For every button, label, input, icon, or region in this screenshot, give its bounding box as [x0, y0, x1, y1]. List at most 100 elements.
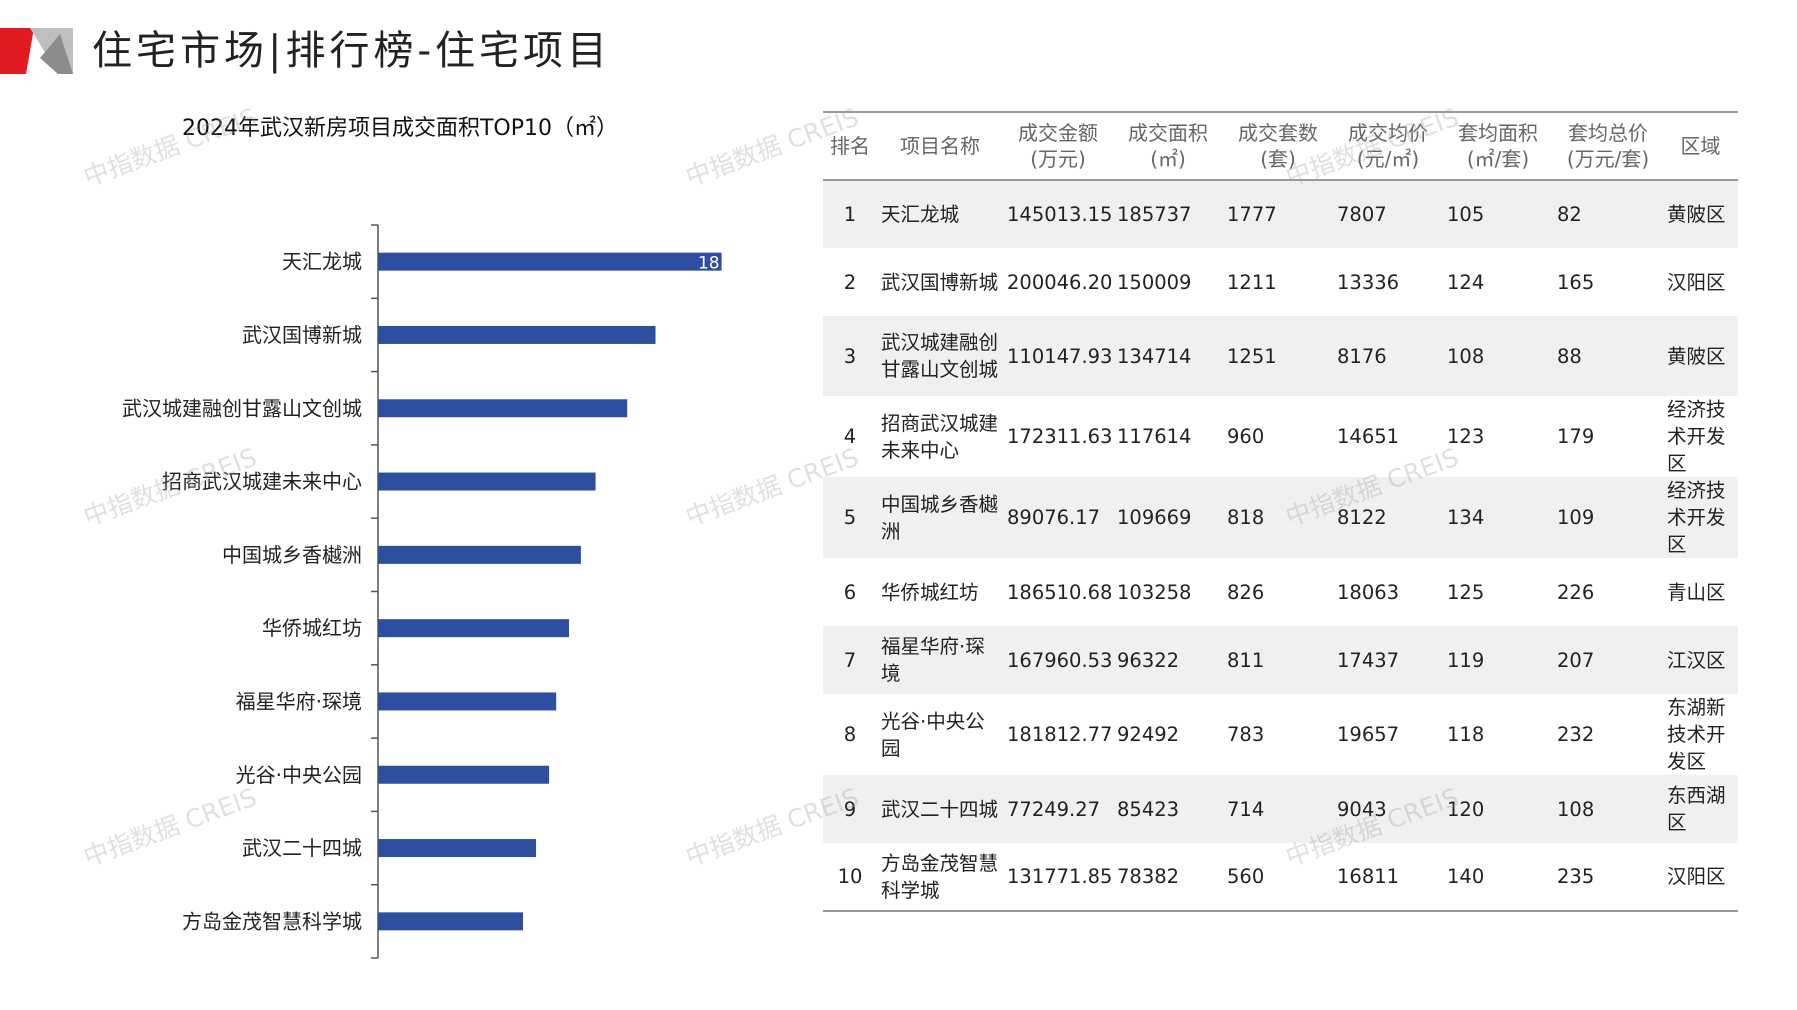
cell-units: 1777	[1223, 180, 1333, 248]
cell-avg-total: 108	[1553, 775, 1663, 843]
column-header-label: 成交套数	[1238, 121, 1318, 145]
column-header: 成交套数 (套)	[1223, 111, 1333, 181]
bar-6	[378, 619, 570, 638]
cell-avg-total: 235	[1553, 843, 1663, 912]
cell-name: 武汉国博新城	[881, 270, 999, 294]
column-header: 成交金额 (万元)	[1003, 111, 1113, 181]
cell-price: 19657	[1337, 723, 1400, 746]
category-label: 光谷·中央公园	[236, 763, 362, 787]
cell-district: 东湖新技术开发区	[1667, 696, 1726, 773]
bar-value-label: 18	[698, 254, 720, 274]
column-header-label: 成交面积	[1128, 121, 1208, 145]
cell-price: 7807	[1333, 180, 1443, 248]
cell-avg-total: 109	[1553, 477, 1663, 558]
column-header-unit: (套)	[1260, 147, 1296, 171]
column-header-label: 套均总价	[1568, 121, 1648, 145]
cell-units: 1211	[1227, 270, 1277, 294]
category-label: 中国城乡香樾洲	[222, 543, 362, 567]
cell-name: 招商武汉城建未来中心	[881, 411, 999, 462]
page-title: 住宅市场|排行榜-住宅项目	[92, 28, 611, 74]
chart-title: 2024年武汉新房项目成交面积TOP10（㎡）	[182, 116, 619, 141]
cell-amount: 181812.77	[1007, 723, 1113, 746]
column-header-label: 项目名称	[900, 134, 980, 158]
cell-avg-area: 120	[1443, 775, 1553, 843]
cell-name: 中国城乡香樾洲	[877, 477, 1003, 558]
cell-amount: 145013.15	[1003, 180, 1113, 248]
category-label: 武汉国博新城	[242, 323, 362, 347]
bar-5	[378, 545, 581, 564]
bar-3	[378, 399, 628, 418]
column-header-label: 成交金额	[1018, 121, 1098, 145]
cell-area: 78382	[1113, 843, 1223, 912]
cell-units: 818	[1223, 477, 1333, 558]
cell-rank: 1	[823, 180, 877, 248]
table-row: 1 天汇龙城 145013.15 185737 1777 7807 105 82 黄陂区	[823, 180, 1738, 248]
cell-units: 960	[1227, 425, 1265, 448]
bar-9	[378, 839, 537, 858]
cell-district: 黄陂区	[1663, 316, 1738, 396]
bar-chart: 天汇龙城 18 武汉国博新城武汉城建融创甘露山文创城招商武汉城建未来中心中国城乡香樾…	[122, 224, 722, 959]
cell-units: 826	[1227, 580, 1265, 604]
cell-district: 东西湖区	[1663, 775, 1738, 843]
cell-units: 1251	[1223, 316, 1333, 396]
cell-price: 8122	[1333, 477, 1443, 558]
column-header: 项目名称	[877, 111, 1003, 181]
cell-name: 天汇龙城	[877, 180, 1003, 248]
cell-rank: 5	[823, 477, 877, 558]
column-header: 成交均价 (元/㎡)	[1333, 111, 1443, 181]
cell-amount: 77249.27	[1003, 775, 1113, 843]
cell-amount: 200046.20	[1007, 270, 1113, 294]
cell-avg-total: 179	[1557, 425, 1595, 448]
table-row: 10 方岛金茂智慧科学城 131771.85 78382 560 16811 140 235 汉…	[823, 843, 1738, 912]
cell-name: 武汉二十四城	[877, 775, 1003, 843]
cell-price: 14651	[1337, 425, 1400, 448]
cell-name: 武汉城建融创甘露山文创城	[877, 316, 1003, 396]
category-label: 方岛金茂智慧科学城	[182, 909, 362, 933]
cell-avg-total: 226	[1557, 580, 1595, 604]
cell-avg-area: 140	[1443, 843, 1553, 912]
cell-name: 方岛金茂智慧科学城	[877, 843, 1003, 912]
cell-units: 714	[1223, 775, 1333, 843]
cell-area: 92492	[1117, 723, 1180, 746]
column-header: 套均总价 (万元/套)	[1553, 111, 1663, 181]
cell-district: 经济技术开发区	[1667, 398, 1726, 475]
cell-avg-area: 118	[1447, 723, 1485, 746]
cell-avg-area: 123	[1447, 425, 1485, 448]
cell-units: 783	[1227, 723, 1265, 746]
cell-district: 青山区	[1667, 580, 1726, 604]
table-row: 4 招商武汉城建未来中心 172311.63 117614 960 14651 123 179…	[823, 396, 1738, 477]
category-label: 武汉二十四城	[242, 836, 362, 860]
table-row: 7 福星华府·琛境 167960.53 96322 811 17437 119 207 江汉区	[823, 626, 1738, 694]
column-header: 成交面积 (㎡)	[1113, 111, 1223, 181]
cell-avg-total: 88	[1553, 316, 1663, 396]
cell-area: 96322	[1113, 626, 1223, 694]
cell-avg-area: 105	[1443, 180, 1553, 248]
category-label: 武汉城建融创甘露山文创城	[122, 396, 362, 420]
cell-amount: 167960.53	[1003, 626, 1113, 694]
column-header-label: 区域	[1680, 134, 1721, 158]
category-label: 福星华府·琛境	[236, 689, 362, 713]
cell-price: 16811	[1333, 843, 1443, 912]
bar-7	[378, 692, 557, 711]
bar-10	[378, 912, 524, 931]
cell-rank: 9	[823, 775, 877, 843]
cell-avg-total: 82	[1553, 180, 1663, 248]
cell-name: 华侨城红坊	[881, 580, 979, 604]
table-row: 6 华侨城红坊 186510.68 103258 826 18063 125 226 青山区	[823, 558, 1738, 626]
cell-rank: 7	[823, 626, 877, 694]
cell-rank: 4	[843, 425, 857, 448]
cell-rank: 3	[823, 316, 877, 396]
table-row: 5 中国城乡香樾洲 89076.17 109669 818 8122 134 109 经济技术开…	[823, 477, 1738, 558]
column-header-label: 成交均价	[1348, 121, 1428, 145]
cell-area: 103258	[1117, 580, 1192, 604]
column-header-unit: (万元/套)	[1566, 147, 1650, 171]
cell-area: 150009	[1117, 270, 1192, 294]
cell-avg-area: 119	[1443, 626, 1553, 694]
column-header-label: 套均面积	[1458, 121, 1538, 145]
column-header-unit: (㎡/套)	[1466, 147, 1530, 171]
cell-amount: 89076.17	[1003, 477, 1113, 558]
cell-avg-total: 165	[1557, 270, 1595, 294]
cell-avg-area: 125	[1447, 580, 1485, 604]
category-label: 招商武汉城建未来中心	[162, 470, 362, 494]
bar-2	[378, 325, 656, 344]
